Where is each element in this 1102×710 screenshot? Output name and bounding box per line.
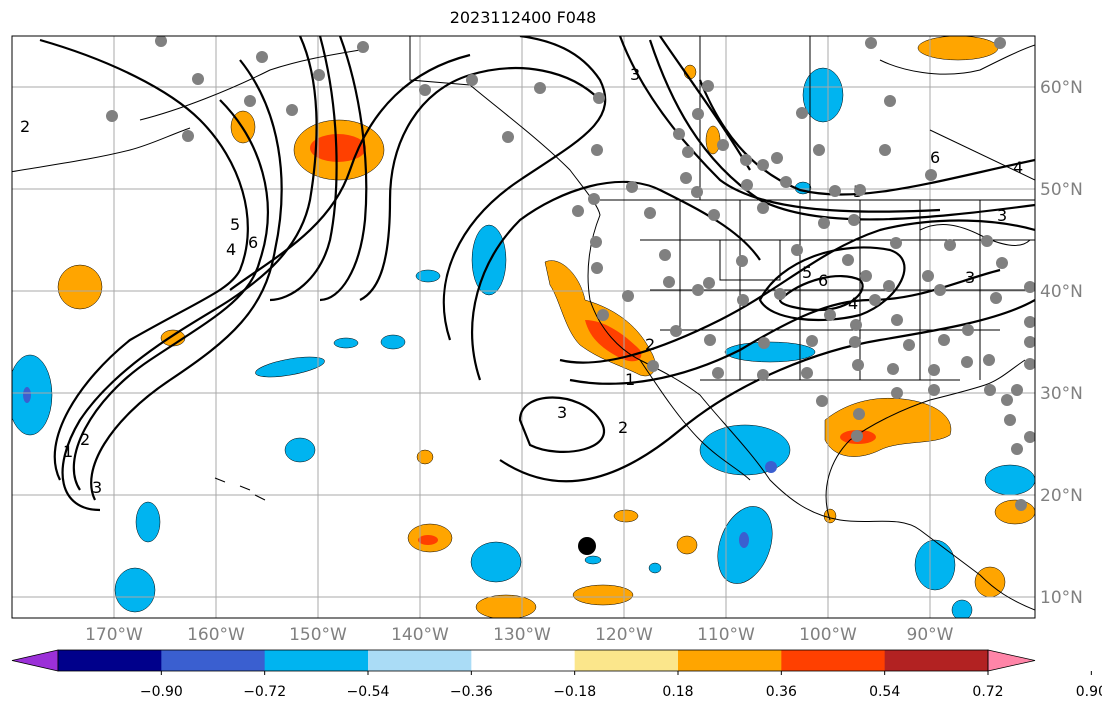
- svg-text:3: 3: [92, 478, 102, 497]
- colorbar-segment: [678, 650, 782, 671]
- lon-label: 100°W: [799, 625, 857, 645]
- station-markers: [106, 36, 1035, 511]
- colorbar-segment: [58, 650, 162, 671]
- lat-label: 40°N: [1040, 282, 1083, 302]
- colorbar-tick-label: −0.54: [347, 684, 390, 700]
- lon-label: 170°W: [85, 625, 143, 645]
- contour-labels: 3 2 1 5 6 4 2 3 2 1 2 5 6 4 3 3 6 5 4 3: [20, 65, 1023, 497]
- colorbar-segment: [471, 650, 576, 671]
- chart-title: 2023112400 F048: [449, 8, 597, 27]
- svg-text:1: 1: [625, 370, 635, 389]
- colorbar-segment: [884, 650, 989, 671]
- negative-anomaly-area: [471, 224, 507, 296]
- svg-text:3: 3: [557, 403, 567, 422]
- svg-text:6: 6: [818, 271, 828, 290]
- lat-label: 60°N: [1040, 78, 1083, 98]
- colorbar-segment: [781, 650, 886, 671]
- map-area: [12, 36, 1035, 618]
- colorbar-tick-label: 0.18: [662, 684, 693, 700]
- svg-text:4: 4: [226, 240, 236, 259]
- colorbar-segment: [161, 650, 266, 671]
- svg-text:6: 6: [248, 233, 258, 252]
- svg-text:2: 2: [80, 430, 90, 449]
- graticule: [12, 36, 1035, 618]
- svg-text:1: 1: [63, 442, 73, 461]
- colorbar-tick-label: −0.72: [243, 684, 286, 700]
- svg-text:2: 2: [618, 418, 628, 437]
- lat-label: 20°N: [1040, 486, 1083, 506]
- svg-text:5: 5: [802, 263, 812, 282]
- coastlines: [12, 36, 1035, 611]
- svg-text:4: 4: [1013, 158, 1023, 177]
- lat-label: 50°N: [1040, 180, 1083, 200]
- lon-label: 120°W: [595, 625, 653, 645]
- lon-label: 150°W: [289, 625, 347, 645]
- latitude-labels: 60°N 50°N 40°N 30°N 20°N 10°N: [1040, 78, 1083, 608]
- colorbar-extend-max: [987, 649, 1036, 672]
- svg-text:5: 5: [230, 215, 240, 234]
- colorbar-border: [57, 649, 989, 672]
- lon-label: 130°W: [493, 625, 551, 645]
- map-border: [11, 35, 1036, 619]
- colorbar-tick-label: 0.54: [869, 684, 900, 700]
- colorbar-tick-label: 0.36: [766, 684, 797, 700]
- lat-label: 10°N: [1040, 588, 1083, 608]
- lon-label: 90°W: [907, 625, 954, 645]
- storm-center-marker: [578, 537, 596, 555]
- svg-text:4: 4: [848, 294, 858, 313]
- longitude-labels: 170°W 160°W 150°W 140°W 130°W 120°W 110°…: [85, 625, 954, 645]
- svg-text:6: 6: [930, 148, 940, 167]
- svg-text:3: 3: [630, 65, 640, 84]
- svg-text:2: 2: [20, 117, 30, 136]
- colorbar-tick-label: −0.36: [450, 684, 493, 700]
- colorbar-extend-min: [11, 649, 59, 672]
- negative-anomaly-area: [12, 354, 53, 436]
- colorbar-segment: [264, 650, 369, 671]
- colorbar-segment: [574, 650, 679, 671]
- lat-label: 30°N: [1040, 384, 1083, 404]
- colorbar-tick-label: 0.90: [1076, 684, 1102, 700]
- lon-label: 160°W: [187, 625, 245, 645]
- colorbar-tick-labels: −0.90 −0.72 −0.54 −0.36 −0.18 0.18 0.36 0.54 0.7…: [140, 671, 1102, 700]
- colorbar-tick-label: −0.90: [140, 684, 183, 700]
- height-contours: [39, 36, 1035, 512]
- lon-label: 140°W: [391, 625, 449, 645]
- lon-label: 110°W: [697, 625, 755, 645]
- colorbar-segment: [368, 650, 472, 671]
- svg-text:2: 2: [645, 335, 655, 354]
- svg-text:3: 3: [965, 268, 975, 287]
- svg-text:3: 3: [997, 206, 1007, 225]
- colorbar-tick-label: −0.18: [553, 684, 596, 700]
- colorbar: [11, 649, 1036, 672]
- colorbar-tick-label: 0.72: [972, 684, 1003, 700]
